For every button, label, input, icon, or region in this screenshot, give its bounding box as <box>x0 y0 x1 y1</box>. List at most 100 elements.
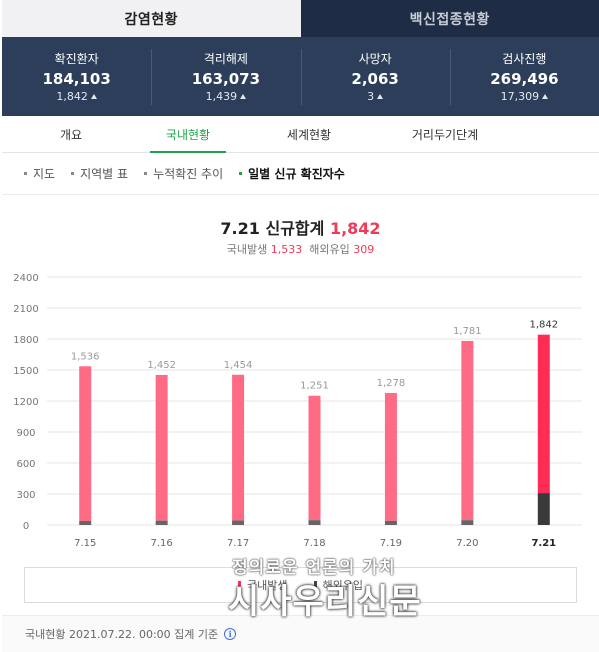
y-tick-label: 900 <box>16 428 35 439</box>
bar-total-label: 1,278 <box>377 378 406 389</box>
summary-panel: 감염현황 백신접종현황 확진환자 184,103 1,842 격리해제 163,… <box>2 0 599 116</box>
filter-region-table[interactable]: 지역별 표 <box>71 165 128 182</box>
filter-label: 일별 신규 확진자수 <box>248 167 345 181</box>
legend-label: 국내발생 <box>247 579 288 592</box>
bar-overseas <box>308 520 321 525</box>
legend-swatch <box>313 580 317 590</box>
x-tick-label: 7.18 <box>303 538 325 549</box>
bar-total-label: 1,251 <box>300 381 329 392</box>
stat-delta: 17,309 <box>501 90 549 103</box>
summary-date: 7.21 <box>220 219 260 238</box>
y-tick-label: 0 <box>23 521 29 532</box>
daily-cases-chart: 7.21 신규합계 1,842 국내발생 1,533 해외유입 309 0 300… <box>2 195 599 615</box>
stat-label: 격리해제 <box>203 52 248 66</box>
tab-vaccination-status[interactable]: 백신접종현황 <box>300 0 599 37</box>
filter-label: 지도 <box>33 167 56 181</box>
bar-total-label: 1,454 <box>224 360 253 371</box>
stat-released: 격리해제 163,073 1,439 <box>151 37 300 116</box>
bullet-icon <box>144 172 148 175</box>
y-tick-label: 600 <box>16 459 35 470</box>
up-arrow-icon <box>240 94 247 99</box>
filter-map[interactable]: 지도 <box>24 165 55 182</box>
bar-domestic <box>461 340 474 521</box>
stat-testing: 검사진행 269,496 17,309 <box>449 37 599 116</box>
bar-total-label: 1,536 <box>71 351 100 362</box>
stat-value: 2,063 <box>351 70 399 88</box>
up-arrow-icon <box>377 94 384 99</box>
filter-label: 누적확진 추이 <box>153 167 224 181</box>
tab-overview[interactable]: 개요 <box>59 127 83 142</box>
bar-overseas <box>79 520 92 525</box>
bar-overseas <box>384 520 397 525</box>
bar-total-label: 1,452 <box>147 360 176 371</box>
y-tick-label: 1200 <box>13 397 38 408</box>
bar-overseas <box>461 520 474 525</box>
stat-delta-value: 1,842 <box>56 90 88 103</box>
overseas-value: 309 <box>353 243 375 256</box>
stat-confirmed: 확진환자 184,103 1,842 <box>2 37 151 116</box>
bullet-icon <box>71 172 75 175</box>
y-tick-label: 2400 <box>13 273 38 284</box>
tab-distancing-level[interactable]: 거리두기단계 <box>411 127 479 142</box>
stat-label: 확진환자 <box>54 52 99 66</box>
main-tabs: 감염현황 백신접종현황 <box>2 0 599 37</box>
y-tick-label: 300 <box>16 490 35 501</box>
legend-overseas: 해외유입 <box>313 577 363 593</box>
stat-value: 184,103 <box>42 70 111 88</box>
domestic-label: 국내발생 <box>226 243 268 256</box>
stat-delta: 1,439 <box>206 90 247 103</box>
stat-deaths: 사망자 2,063 3 <box>300 37 450 116</box>
tab-domestic[interactable]: 국내현황 <box>140 116 236 153</box>
bar-domestic <box>308 395 321 521</box>
bar-chart-svg: 0 300 600 900 1200 1500 1800 2100 2400 1,536 7.15 1… <box>13 273 582 549</box>
bar-overseas <box>155 520 168 525</box>
stat-value: 163,073 <box>191 70 261 88</box>
y-tick-label: 2100 <box>13 304 38 315</box>
chart-breakdown: 국내발생 1,533 해외유입 309 <box>2 241 599 257</box>
x-tick-label: 7.17 <box>227 538 249 549</box>
view-filters: 지도 지역별 표 누적확진 추이 일별 신규 확진자수 <box>2 153 599 195</box>
legend-domestic: 국내발생 <box>238 577 288 593</box>
summary-total: 1,842 <box>329 219 381 238</box>
overseas-label: 해외유입 <box>309 243 350 256</box>
stat-delta: 1,842 <box>56 90 97 103</box>
stat-label: 사망자 <box>358 52 392 66</box>
summary-title-label: 신규합계 <box>265 219 325 238</box>
bar-overseas <box>232 520 245 525</box>
watermark-logo: 시사우리신문 <box>228 582 422 622</box>
bar-domestic <box>79 366 92 521</box>
bar-domestic <box>155 374 168 521</box>
bar-total-label: 1,781 <box>453 326 482 337</box>
y-tick-label: 1500 <box>13 366 38 377</box>
stats-row: 확진환자 184,103 1,842 격리해제 163,073 1,439 사망… <box>2 37 599 116</box>
bar-domestic <box>537 334 550 494</box>
tab-world[interactable]: 세계현황 <box>286 127 332 142</box>
x-tick-label: 7.19 <box>380 538 402 549</box>
chart-title: 7.21 신규합계 1,842 <box>2 215 599 239</box>
bullet-icon <box>239 172 243 175</box>
tab-infection-status[interactable]: 감염현황 <box>2 0 301 37</box>
bar-domestic <box>384 392 397 521</box>
bar-total-label: 1,842 <box>529 320 558 331</box>
up-arrow-icon <box>542 94 549 99</box>
domestic-value: 1,533 <box>270 243 303 256</box>
x-tick-label: 7.16 <box>151 538 173 549</box>
sub-tabs: 개요 국내현황 세계현황 거리두기단계 <box>2 116 599 153</box>
bullet-icon <box>24 172 27 175</box>
stat-delta-value: 1,439 <box>205 90 238 103</box>
stat-delta-value: 3 <box>367 90 375 103</box>
chart-legend: 국내발생 해외유입 <box>24 567 577 603</box>
legend-swatch <box>238 580 242 590</box>
x-tick-label: 7.21 <box>531 538 556 549</box>
info-icon[interactable]: i <box>224 628 237 640</box>
footer-text: 국내현황 2021.07.22. 00:00 집계 기준 <box>25 628 219 641</box>
stat-delta-value: 17,309 <box>500 90 540 103</box>
y-tick-label: 1800 <box>13 335 38 346</box>
bar-domestic <box>232 374 245 521</box>
filter-daily-new[interactable]: 일별 신규 확진자수 <box>239 165 345 182</box>
stat-value: 269,496 <box>490 70 559 88</box>
filter-cumulative-trend[interactable]: 누적확진 추이 <box>144 165 223 182</box>
x-tick-label: 7.15 <box>74 538 96 549</box>
data-basis-footer: 국내현황 2021.07.22. 00:00 집계 기준 i <box>2 615 599 652</box>
legend-label: 해외유입 <box>322 579 363 592</box>
